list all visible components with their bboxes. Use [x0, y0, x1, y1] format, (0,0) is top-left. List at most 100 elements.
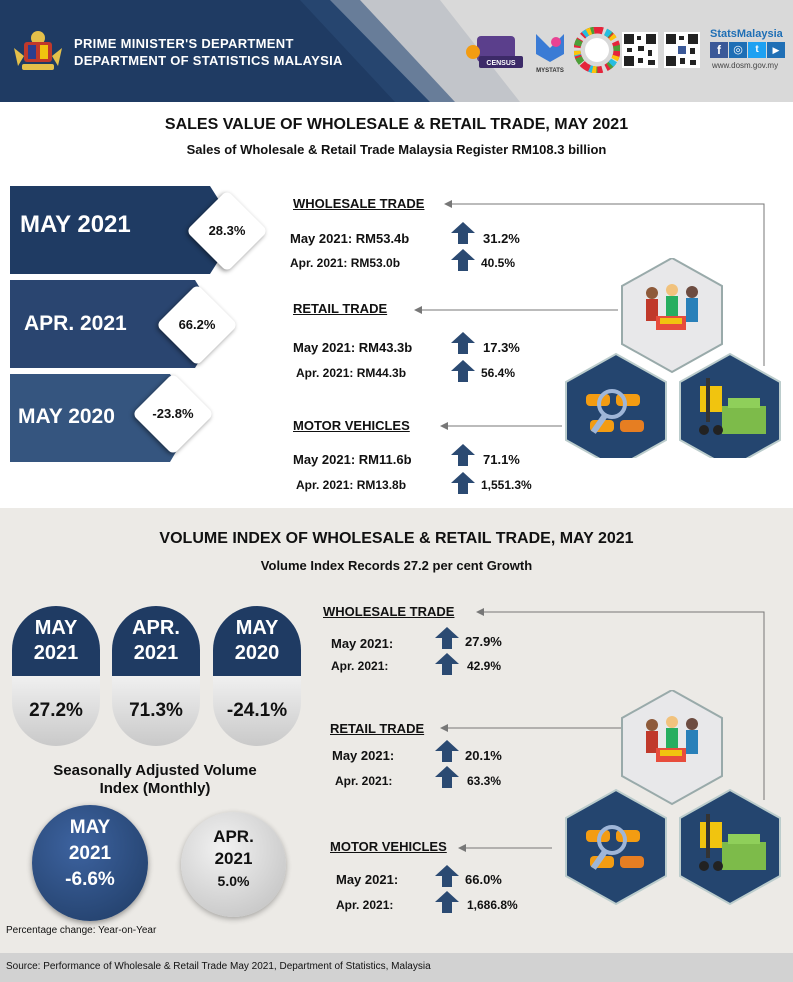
- pct-value: 66.2%: [178, 317, 216, 332]
- segment-row-label: May 2021: RM11.6b: [293, 452, 412, 467]
- connector-lines: [440, 608, 765, 852]
- period-label: MAY 2020: [18, 405, 115, 428]
- trade-hexagons: [565, 690, 781, 906]
- segment-row-label: May 2021:: [336, 872, 399, 887]
- youtube-icon[interactable]: ▶: [767, 42, 785, 58]
- pct-value: -23.8%: [152, 406, 194, 421]
- pct-change: 1,551.3%: [481, 478, 532, 492]
- sa-year: 2021: [68, 843, 112, 864]
- segment-heading: WHOLESALE TRADE: [323, 604, 455, 619]
- up-arrow-icon: [435, 740, 459, 762]
- up-arrow-icon: [451, 222, 475, 244]
- segment-heading: RETAIL TRADE: [330, 721, 425, 736]
- pill-month: APR.: [132, 617, 180, 639]
- pct-change: 20.1%: [465, 748, 502, 763]
- up-arrow-icons: [435, 627, 459, 913]
- sdg-wheel-icon: [574, 27, 620, 73]
- volume-title: VOLUME INDEX OF WHOLESALE & RETAIL TRADE…: [159, 530, 634, 547]
- shoppers-icon: [646, 716, 698, 762]
- coat-of-arms-logo: [14, 31, 62, 70]
- percentage-note: Percentage change: Year-on-Year: [6, 925, 157, 936]
- up-arrow-icon: [451, 444, 475, 466]
- segment-heading: WHOLESALE TRADE: [293, 196, 425, 211]
- trade-hexagons: [565, 258, 781, 458]
- pill-pct: 27.2%: [12, 676, 100, 746]
- segment-heading: MOTOR VEHICLES: [330, 839, 447, 854]
- stats-malaysia-brand: StatsMalaysia: [710, 28, 783, 40]
- instagram-icon[interactable]: ◎: [729, 42, 747, 58]
- pill-year: 2021: [133, 642, 179, 664]
- segment-row-label: May 2021: RM43.3b: [293, 340, 413, 355]
- pct-change: 27.9%: [465, 634, 502, 649]
- volume-pill: APR. 2021 71.3%: [112, 606, 200, 746]
- cars-icon: [586, 825, 644, 870]
- sa-circle-may: MAY 2021 -6.6%: [32, 805, 148, 921]
- segment-row-label: May 2021: RM53.4b: [290, 231, 410, 246]
- up-arrow-icon: [435, 865, 459, 887]
- segment-row-label: Apr. 2021: RM44.3b: [296, 366, 407, 380]
- sa-title-line: Index (Monthly): [99, 780, 211, 797]
- pct-change: 40.5%: [481, 256, 516, 270]
- segment-row-label: May 2021:: [331, 636, 394, 651]
- pct-change: 66.0%: [465, 872, 502, 887]
- pill-pct: 71.3%: [112, 676, 200, 746]
- volume-pill: MAY 2020 -24.1%: [213, 606, 301, 746]
- pct-change: 42.9%: [467, 659, 502, 673]
- sa-title-line: Seasonally Adjusted Volume: [53, 762, 257, 779]
- source-text: Source: Performance of Wholesale & Retai…: [6, 961, 431, 972]
- period-label: APR. 2021: [24, 312, 127, 335]
- sa-month: MAY: [69, 817, 111, 838]
- sa-month: APR.: [213, 827, 254, 846]
- twitter-icon[interactable]: t: [748, 42, 766, 58]
- pill-pct: -24.1%: [213, 676, 301, 746]
- up-arrow-icon: [451, 332, 475, 354]
- up-arrow-icon: [451, 360, 475, 382]
- forklift-icon: [699, 814, 766, 871]
- pct-change: 31.2%: [483, 231, 520, 246]
- sa-pct: 5.0%: [217, 873, 250, 889]
- pct-change: 17.3%: [483, 340, 520, 355]
- sales-subtitle: Sales of Wholesale & Retail Trade Malays…: [186, 142, 607, 157]
- sa-circle-apr: APR. 2021 5.0%: [181, 812, 286, 917]
- pill-month: MAY: [34, 617, 78, 639]
- connector-lines: [414, 200, 765, 430]
- census-text: CENSUS: [486, 60, 516, 67]
- header-background: [0, 0, 520, 102]
- pct-change: 1,686.8%: [467, 898, 518, 912]
- up-arrow-icon: [435, 766, 459, 788]
- up-arrow-icon: [451, 249, 475, 271]
- up-arrow-icon: [435, 891, 459, 913]
- mystats-day-logo: MYSTATS: [536, 34, 564, 74]
- volume-pill: MAY 2021 27.2%: [12, 606, 100, 746]
- website-link[interactable]: www.dosm.gov.my: [712, 61, 779, 70]
- segment-row-label: Apr. 2021:: [336, 898, 394, 912]
- shoppers-icon: [646, 284, 698, 330]
- pill-month: MAY: [235, 617, 279, 639]
- segment-heading: MOTOR VEHICLES: [293, 418, 410, 433]
- header-line-1: PRIME MINISTER'S DEPARTMENT: [74, 36, 294, 51]
- segment-row-label: Apr. 2021:: [331, 659, 389, 673]
- pct-change: 63.3%: [467, 774, 502, 788]
- segment-row-label: Apr. 2021:: [335, 774, 393, 788]
- volume-subtitle: Volume Index Records 27.2 per cent Growt…: [260, 558, 533, 573]
- facebook-icon[interactable]: f: [710, 42, 728, 58]
- segment-row-label: May 2021:: [332, 748, 395, 763]
- sa-year: 2021: [214, 849, 253, 868]
- pct-change: 56.4%: [481, 366, 516, 380]
- cars-icon: [586, 389, 644, 434]
- segment-heading: RETAIL TRADE: [293, 301, 388, 316]
- forklift-icon: [699, 378, 766, 435]
- up-arrow-icon: [435, 653, 459, 675]
- up-arrow-icon: [451, 472, 475, 494]
- pct-change: 71.1%: [483, 452, 520, 467]
- pct-value: 28.3%: [208, 223, 246, 238]
- qr-code-icon[interactable]: [622, 32, 658, 68]
- sa-title: Seasonally Adjusted Volume Index (Monthl…: [0, 762, 310, 798]
- census-logo: CENSUS: [466, 36, 523, 68]
- qr-code-icon[interactable]: [664, 32, 700, 68]
- up-arrow-icon: [435, 627, 459, 649]
- period-label: MAY 2021: [20, 211, 131, 238]
- sa-pct: -6.6%: [65, 869, 115, 890]
- up-arrow-icons: [451, 222, 475, 494]
- header-line-2: DEPARTMENT OF STATISTICS MALAYSIA: [74, 53, 343, 68]
